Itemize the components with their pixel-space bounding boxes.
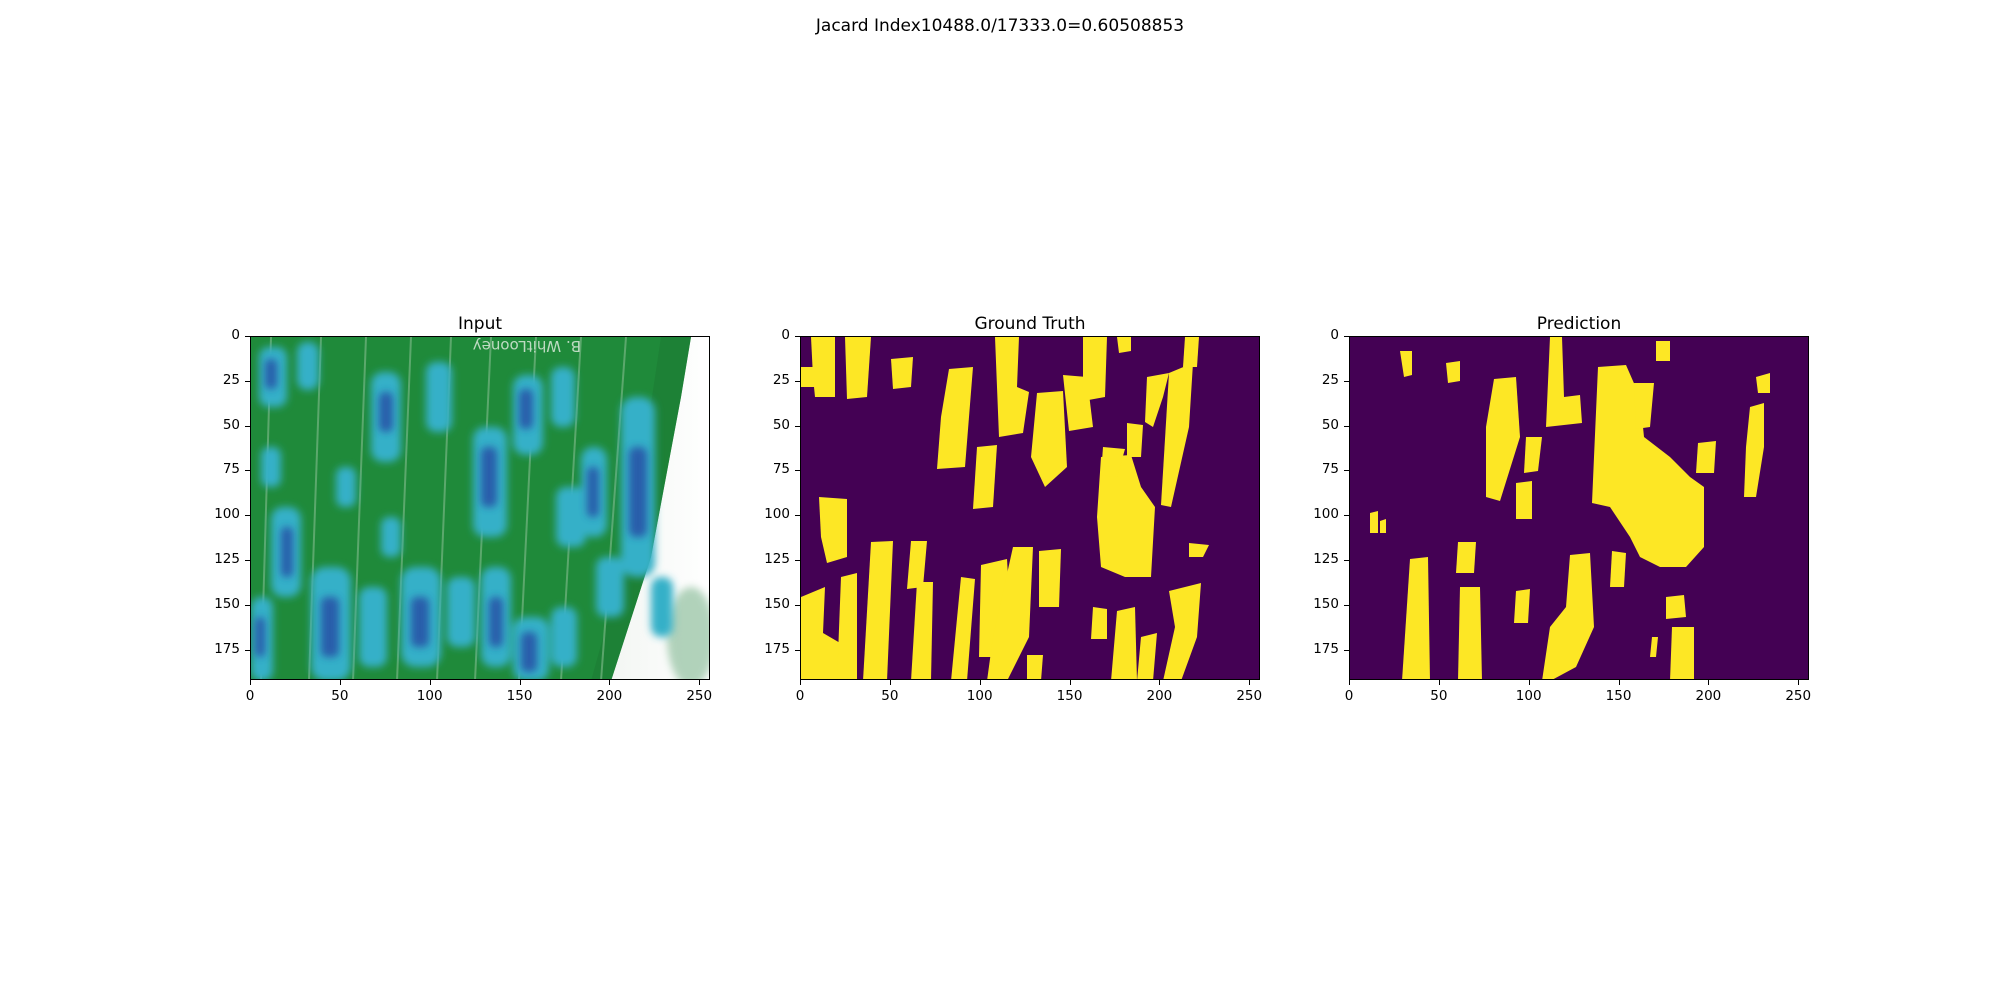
x-tick-mark xyxy=(1438,680,1440,685)
x-tick-label: 100 xyxy=(416,688,443,704)
y-tick-label: 50 xyxy=(772,416,790,433)
y-tick-label: 125 xyxy=(764,550,790,567)
y-tick-mark xyxy=(245,604,250,606)
x-tick-label: 150 xyxy=(506,688,533,704)
mirrored-watermark-text: B. WhitLooney xyxy=(473,337,581,355)
y-tick-label: 75 xyxy=(1321,461,1339,478)
x-tick-mark xyxy=(1349,680,1350,685)
y-tick-mark xyxy=(795,604,800,606)
y-tick-mark xyxy=(795,649,800,651)
x-tick-label: 50 xyxy=(1430,688,1448,704)
x-tick-mark xyxy=(609,680,611,685)
x-tick-mark xyxy=(1618,680,1620,685)
y-tick-mark xyxy=(1344,515,1349,517)
y-tick-mark xyxy=(245,470,250,472)
y-tick-mark xyxy=(1344,604,1349,606)
x-tick-label: 50 xyxy=(881,688,899,704)
x-tick-mark xyxy=(519,680,521,685)
x-tick-mark xyxy=(1528,680,1530,685)
y-tick-label: 150 xyxy=(1313,595,1339,612)
x-tick-mark xyxy=(250,680,251,685)
y-tick-label: 25 xyxy=(1321,371,1339,388)
panel-title-input: Input xyxy=(457,314,503,334)
y-tick-label: 75 xyxy=(222,461,240,478)
x-tick-mark xyxy=(1708,680,1710,685)
y-tick-mark xyxy=(245,515,250,517)
y-tick-label: 100 xyxy=(1313,506,1339,523)
x-tick-mark xyxy=(1798,680,1800,685)
ground-truth-panel: Ground Truth xyxy=(800,314,1260,690)
ground-truth-mask xyxy=(801,337,1259,679)
x-tick-mark xyxy=(800,680,801,685)
y-tick-label: 150 xyxy=(764,595,790,612)
y-tick-label: 75 xyxy=(772,461,790,478)
input-panel: Input xyxy=(250,314,710,690)
panel-title-ground-truth: Ground Truth xyxy=(974,314,1086,334)
y-tick-mark xyxy=(1344,559,1349,561)
x-tick-label: 200 xyxy=(596,688,623,704)
x-tick-label: 50 xyxy=(331,688,349,704)
x-tick-mark xyxy=(339,680,341,685)
y-tick-mark xyxy=(795,425,800,427)
x-tick-mark xyxy=(889,680,891,685)
y-tick-label: 175 xyxy=(1313,640,1339,657)
y-tick-label: 0 xyxy=(1330,327,1339,343)
x-tick-label: 200 xyxy=(1695,688,1722,704)
y-tick-mark xyxy=(1344,380,1349,382)
y-tick-label: 25 xyxy=(222,371,240,388)
y-tick-mark xyxy=(1344,649,1349,651)
x-tick-mark xyxy=(979,680,981,685)
y-tick-label: 125 xyxy=(1313,550,1339,567)
x-tick-label: 250 xyxy=(1785,688,1812,704)
y-tick-label: 100 xyxy=(764,506,790,523)
y-tick-label: 150 xyxy=(214,595,240,612)
y-tick-mark xyxy=(245,649,250,651)
y-tick-mark xyxy=(245,336,250,337)
x-tick-mark xyxy=(1159,680,1161,685)
y-tick-mark xyxy=(245,380,250,382)
x-tick-mark xyxy=(1069,680,1071,685)
x-tick-label: 150 xyxy=(1605,688,1632,704)
y-tick-label: 100 xyxy=(214,506,240,523)
x-tick-label: 100 xyxy=(966,688,993,704)
ground-truth-mask-axes xyxy=(800,336,1260,680)
y-tick-mark xyxy=(795,559,800,561)
x-tick-label: 0 xyxy=(245,688,255,704)
x-tick-mark xyxy=(429,680,431,685)
x-tick-label: 0 xyxy=(1344,688,1354,704)
x-tick-label: 150 xyxy=(1056,688,1083,704)
x-tick-mark xyxy=(699,680,701,685)
prediction-mask xyxy=(1350,337,1808,679)
y-tick-mark xyxy=(795,336,800,337)
y-tick-mark xyxy=(245,559,250,561)
y-tick-mark xyxy=(245,425,250,427)
leaf-image: B. WhitLooney xyxy=(251,337,709,679)
x-tick-label: 0 xyxy=(795,688,805,704)
input-image-axes: B. WhitLooney xyxy=(250,336,710,680)
y-tick-mark xyxy=(1344,425,1349,427)
y-tick-label: 50 xyxy=(222,416,240,433)
prediction-panel: Prediction xyxy=(1349,314,1809,690)
y-tick-mark xyxy=(795,515,800,517)
x-tick-label: 250 xyxy=(1236,688,1263,704)
x-tick-label: 200 xyxy=(1146,688,1173,704)
prediction-mask-axes xyxy=(1349,336,1809,680)
y-tick-label: 50 xyxy=(1321,416,1339,433)
y-tick-mark xyxy=(795,380,800,382)
y-tick-label: 175 xyxy=(764,640,790,657)
y-tick-mark xyxy=(1344,336,1349,337)
x-tick-label: 250 xyxy=(686,688,713,704)
y-tick-label: 25 xyxy=(772,371,790,388)
y-tick-mark xyxy=(1344,470,1349,472)
panel-title-prediction: Prediction xyxy=(1536,314,1622,334)
y-tick-label: 0 xyxy=(781,327,790,343)
y-tick-label: 125 xyxy=(214,550,240,567)
y-tick-label: 0 xyxy=(231,327,240,343)
figure-suptitle: Jacard Index10488.0/17333.0=0.60508853 xyxy=(815,16,1185,36)
y-tick-label: 175 xyxy=(214,640,240,657)
x-tick-mark xyxy=(1249,680,1251,685)
y-tick-mark xyxy=(795,470,800,472)
x-tick-label: 100 xyxy=(1515,688,1542,704)
